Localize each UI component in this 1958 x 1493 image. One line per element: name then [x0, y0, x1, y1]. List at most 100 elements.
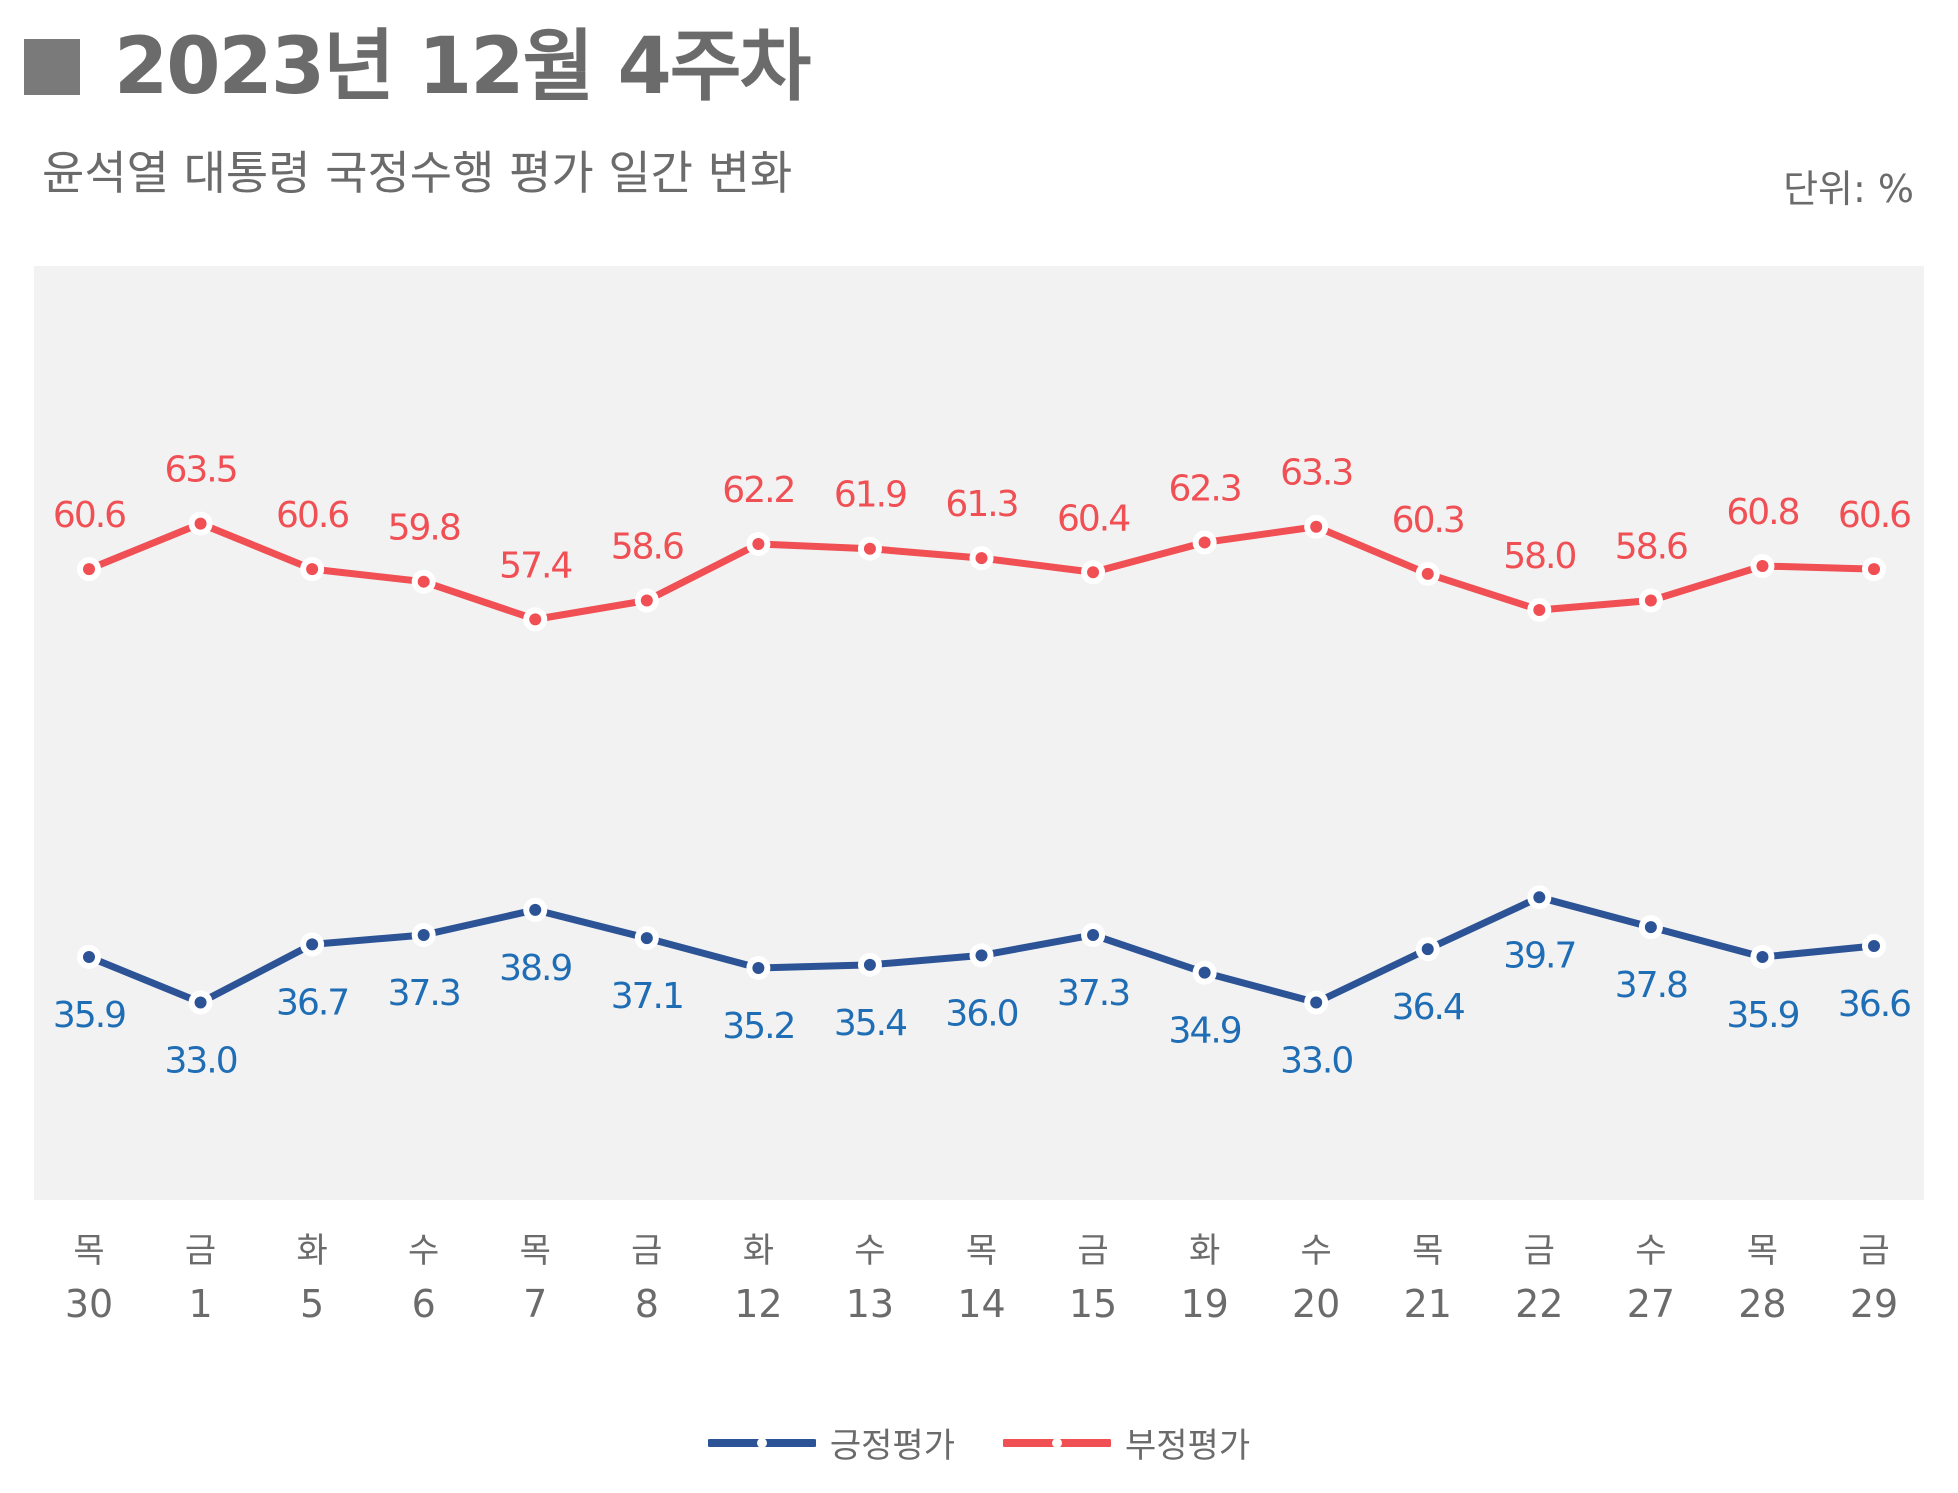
- x-day-label: 27: [1627, 1282, 1675, 1326]
- x-day-label: 21: [1404, 1282, 1452, 1326]
- data-label-negative: 57.4: [499, 545, 571, 586]
- data-label-negative: 61.3: [945, 484, 1017, 525]
- page-title: 2023년 12월 4주차: [114, 22, 811, 112]
- data-label-positive: 35.9: [53, 995, 125, 1036]
- legend-negative-label: 부정평가: [1125, 1426, 1251, 1466]
- data-label-positive: 33.0: [1280, 1041, 1352, 1082]
- x-weekday-label: 목: [1412, 1231, 1443, 1271]
- data-label-negative: 60.3: [1392, 500, 1464, 541]
- legend: 긍정평가 부정평가: [0, 1418, 1958, 1467]
- data-label-negative: 58.6: [1615, 527, 1687, 568]
- x-weekday-label: 수: [408, 1231, 439, 1271]
- unit-label: 단위: %: [1783, 167, 1914, 211]
- data-point-core-positive: [194, 996, 207, 1009]
- data-label-positive: 35.4: [834, 1003, 906, 1044]
- data-point-core-negative: [1087, 566, 1100, 579]
- data-point-core-negative: [1198, 536, 1211, 549]
- x-weekday-label: 화: [743, 1231, 774, 1271]
- data-label-negative: 60.6: [276, 495, 348, 536]
- data-point-core-negative: [1868, 563, 1880, 576]
- legend-positive-label: 긍정평가: [829, 1426, 955, 1466]
- x-weekday-label: 금: [1858, 1231, 1889, 1271]
- data-label-positive: 37.8: [1615, 965, 1687, 1006]
- x-weekday-label: 수: [854, 1231, 885, 1271]
- x-day-label: 7: [523, 1282, 547, 1326]
- data-point-core-positive: [1198, 966, 1211, 979]
- legend-item-negative: 부정평가: [1003, 1418, 1250, 1467]
- data-point-core-positive: [306, 938, 319, 951]
- data-label-positive: 36.7: [276, 982, 348, 1023]
- data-label-positive: 37.3: [1057, 973, 1129, 1014]
- x-weekday-label: 목: [966, 1231, 997, 1271]
- x-day-label: 19: [1180, 1282, 1228, 1326]
- data-label-positive: 35.9: [1726, 995, 1798, 1036]
- legend-negative-swatch-icon: [1003, 1437, 1111, 1448]
- data-point-core-positive: [752, 961, 765, 974]
- data-label-negative: 62.2: [722, 470, 794, 511]
- legend-positive-swatch-icon: [707, 1437, 816, 1448]
- data-point-core-positive: [1087, 928, 1100, 941]
- data-label-negative: 63.5: [164, 450, 236, 491]
- data-point-core-negative: [1310, 520, 1323, 533]
- data-point-core-positive: [1533, 891, 1546, 904]
- x-day-label: 30: [65, 1282, 113, 1326]
- data-label-positive: 35.2: [722, 1006, 794, 1047]
- data-label-positive: 36.0: [945, 993, 1017, 1034]
- title-square-icon: [24, 39, 80, 95]
- data-point-core-negative: [752, 538, 765, 551]
- data-point-core-negative: [194, 517, 207, 530]
- data-point-core-negative: [306, 563, 319, 576]
- data-point-core-positive: [1868, 939, 1880, 952]
- data-point-core-negative: [1756, 559, 1769, 572]
- data-point-core-positive: [417, 928, 430, 941]
- x-day-label: 8: [635, 1282, 659, 1326]
- data-label-positive: 37.3: [388, 973, 460, 1014]
- data-point-core-positive: [1421, 943, 1434, 956]
- data-point-core-positive: [975, 949, 988, 962]
- line-chart: 목 30 금 1 화 5 수 6 목 7 금 8 화 12 수 13 목 14 금 15 화 19 수 20 목 21 금 22 수 27…: [34, 266, 1924, 1326]
- data-label-positive: 39.7: [1503, 935, 1575, 976]
- data-point-core-positive: [1644, 921, 1657, 934]
- data-label-negative: 60.4: [1057, 498, 1129, 539]
- data-label-positive: 38.9: [499, 948, 571, 989]
- x-weekday-label: 화: [296, 1231, 327, 1271]
- data-label-negative: 60.8: [1726, 492, 1798, 533]
- chart-subtitle: 윤석열 대통령 국정수행 평가 일간 변화: [42, 146, 793, 200]
- x-day-label: 15: [1069, 1282, 1117, 1326]
- data-point-core-negative: [83, 563, 95, 576]
- x-day-label: 12: [734, 1282, 782, 1326]
- x-weekday-label: 목: [73, 1231, 104, 1271]
- data-point-core-positive: [863, 958, 876, 971]
- x-day-label: 14: [957, 1282, 1005, 1326]
- data-point-core-positive: [529, 903, 542, 916]
- data-point-core-negative: [529, 613, 542, 626]
- x-axis-labels: 목 30 금 1 화 5 수 6 목 7 금 8 화 12 수 13 목 14 금 15 화 19 수 20 목 21 금 22 수 27…: [65, 1231, 1898, 1326]
- data-point-core-positive: [1756, 950, 1769, 963]
- plot-background: [34, 266, 1924, 1200]
- x-weekday-label: 수: [1635, 1231, 1666, 1271]
- data-point-core-negative: [417, 575, 430, 588]
- data-point-core-negative: [1644, 594, 1657, 607]
- data-label-positive: 37.1: [611, 976, 683, 1017]
- x-day-label: 28: [1738, 1282, 1786, 1326]
- data-point-core-positive: [640, 932, 653, 945]
- data-label-negative: 59.8: [388, 508, 460, 549]
- data-label-positive: 34.9: [1169, 1011, 1241, 1052]
- x-weekday-label: 목: [520, 1231, 551, 1271]
- x-day-label: 20: [1292, 1282, 1340, 1326]
- data-label-negative: 62.3: [1169, 468, 1241, 509]
- x-weekday-label: 금: [185, 1231, 216, 1271]
- x-weekday-label: 목: [1747, 1231, 1778, 1271]
- data-label-negative: 58.6: [611, 527, 683, 568]
- data-label-negative: 60.6: [53, 495, 125, 536]
- data-point-core-negative: [863, 542, 876, 555]
- x-day-label: 5: [300, 1282, 324, 1326]
- series-layer: 35.9 33.0 36.7 37.3 38.9 37.1 35.2 35.4 36.0 37.3…: [53, 450, 1912, 1082]
- data-label-negative: 63.3: [1280, 453, 1352, 494]
- data-label-positive: 36.4: [1392, 987, 1464, 1028]
- data-point-core-negative: [975, 552, 988, 565]
- x-day-label: 1: [188, 1282, 212, 1326]
- data-point-core-negative: [1533, 603, 1546, 616]
- data-point-core-positive: [83, 950, 95, 963]
- x-day-label: 6: [412, 1282, 436, 1326]
